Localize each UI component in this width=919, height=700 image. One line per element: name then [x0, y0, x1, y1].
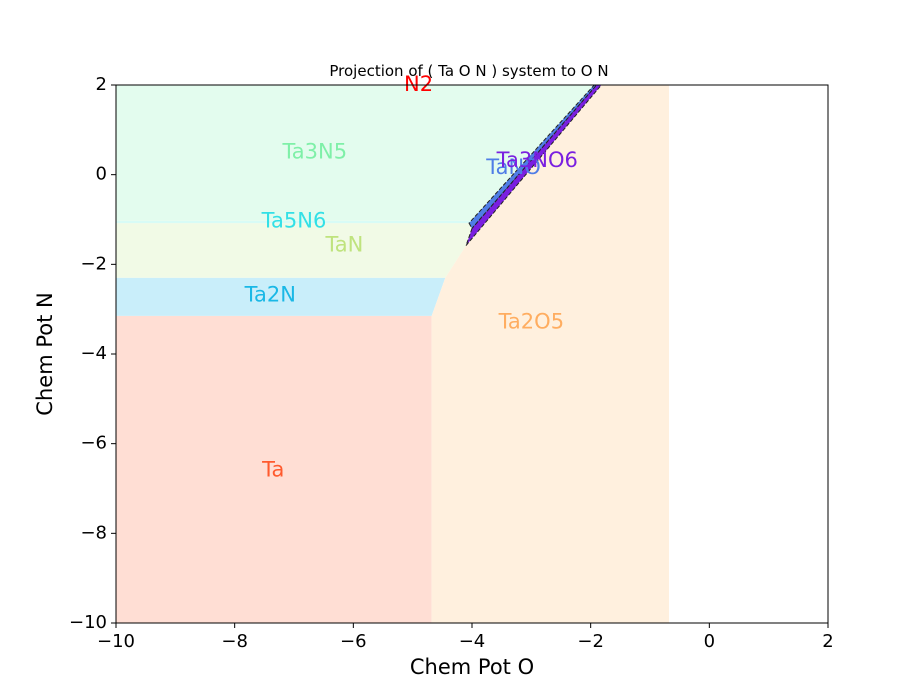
region-ta5n6	[116, 220, 475, 224]
y-tick-label: 2	[96, 74, 107, 95]
region-label-ta2o5: Ta2O5	[498, 310, 564, 334]
region-label-tano: TaNO	[485, 155, 540, 179]
x-axis: −10 −8 −6 −4 −2 0 2	[97, 623, 834, 652]
region-ta2n	[116, 277, 446, 316]
y-tick-label: −6	[80, 433, 107, 454]
y-axis-label: Chem Pot N	[33, 292, 57, 415]
x-tick-label: −2	[577, 631, 604, 652]
region-label-ta3n5: Ta3N5	[281, 139, 347, 163]
region-ta3no6	[465, 84, 603, 246]
region-label-ta: Ta	[261, 458, 284, 482]
region-ta3n5	[116, 85, 598, 221]
y-tick-label: −2	[80, 253, 107, 274]
region-label-tan: TaN	[324, 233, 363, 257]
y-axis: 2 0 −2 −4 −6 −8 −10	[69, 74, 116, 633]
region-ta	[116, 315, 432, 623]
region-label-ta3no6: Ta3NO6	[496, 148, 578, 172]
x-tick-label: −4	[459, 631, 486, 652]
regions-layer	[116, 84, 669, 623]
x-tick-label: 2	[822, 631, 833, 652]
x-tick-label: −6	[340, 631, 367, 652]
x-tick-label: −8	[221, 631, 248, 652]
x-tick-label: −10	[97, 631, 135, 652]
region-label-n2: N2	[404, 72, 433, 96]
x-tick-label: 0	[704, 631, 715, 652]
y-tick-label: 0	[96, 164, 107, 185]
region-label-ta2n: Ta2N	[244, 283, 296, 307]
region-ta2o5	[431, 85, 669, 623]
region-tano	[468, 84, 598, 230]
y-tick-label: −4	[80, 343, 107, 364]
region-label-ta5n6: Ta5N6	[261, 209, 327, 233]
y-tick-label: −10	[69, 612, 107, 633]
y-tick-label: −8	[80, 522, 107, 543]
region-tan	[116, 223, 475, 278]
x-axis-label: Chem Pot O	[410, 655, 534, 679]
chart-title: Projection of ( Ta O N ) system to O N	[329, 62, 608, 80]
